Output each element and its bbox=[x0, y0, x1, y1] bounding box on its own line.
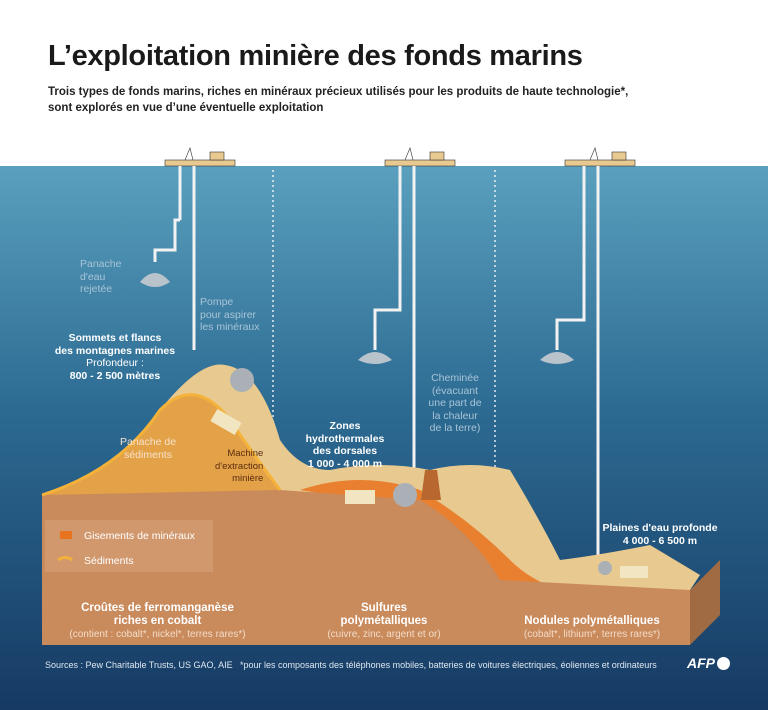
legend-item-minerals: Gisements de minéraux bbox=[84, 530, 195, 542]
label-pump: Pompe pour aspirer les minéraux bbox=[200, 296, 260, 333]
sources: Sources : Pew Charitable Trusts, US GAO,… bbox=[45, 660, 233, 670]
mining-machine-icon bbox=[210, 408, 648, 578]
subtitle: Trois types de fonds marins, riches en m… bbox=[48, 84, 628, 116]
legend-swatch-sediments bbox=[57, 556, 73, 562]
label-abyssal-plains: Plaines d'eau profonde 4 000 - 6 500 m bbox=[602, 522, 718, 547]
seabed-side bbox=[690, 560, 720, 645]
label-sediment-plume: Panache de sédiments bbox=[120, 436, 177, 461]
section-caption-crusts: Croûtes de ferromanganèse riches en cobal… bbox=[69, 602, 246, 640]
label-machine: Machine d'extraction minière bbox=[215, 448, 264, 484]
ship-icon bbox=[164, 147, 636, 167]
label-chimney: Cheminée (évacuant une part de la chaleur de… bbox=[428, 372, 482, 434]
page-title: L’exploitation minière des fonds marins bbox=[48, 40, 583, 72]
section-caption-nodules: Nodules polymétalliques (cobalt*, lithium… bbox=[523, 615, 661, 640]
footnote: *pour les composants des téléphones mobi… bbox=[240, 660, 657, 670]
water-plume bbox=[140, 273, 574, 364]
pipe bbox=[153, 166, 600, 560]
afp-logo: AFP bbox=[687, 655, 730, 671]
legend-swatch-minerals bbox=[60, 531, 72, 539]
legend-item-sediments: Sédiments bbox=[84, 555, 134, 567]
section-caption-sulfides: Sulfures polymétalliques (cuivre, zinc, ar… bbox=[327, 602, 441, 640]
sediment-plume bbox=[230, 368, 612, 575]
label-water-plume: Panache d'eau rejetée bbox=[80, 258, 122, 295]
chimney-icon bbox=[421, 470, 441, 500]
legend-box bbox=[45, 520, 213, 572]
subtitle-line: sont explorés en vue d’une éventuelle ex… bbox=[48, 102, 324, 114]
label-seamount: Sommets et flancs des montagnes marines Pr… bbox=[54, 332, 176, 382]
subtitle-line: Trois types de fonds marins, riches en m… bbox=[48, 86, 629, 98]
label-hydrothermal: Zones hydrothermales des dorsales 1 000 - … bbox=[305, 420, 385, 470]
